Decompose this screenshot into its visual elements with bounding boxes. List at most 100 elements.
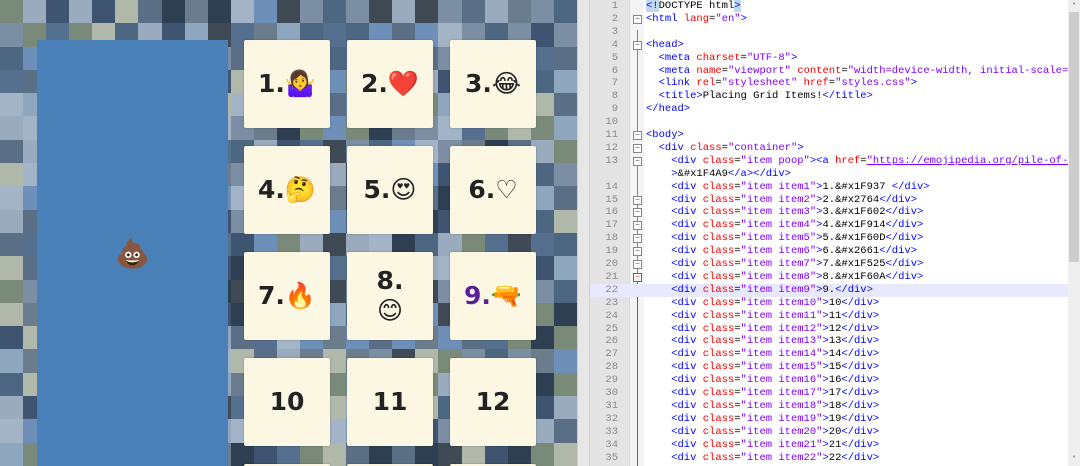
line-number: 8 [611, 90, 618, 103]
mosaic-tile [300, 232, 324, 257]
code-line[interactable]: 19 − <div class="item item6">6.&#x2661</d… [590, 245, 1068, 258]
grid-item-12: 12 [450, 358, 536, 446]
code-line[interactable]: 22 <div class="item item9">9.</div> [590, 283, 1068, 297]
mosaic-tile [553, 163, 577, 187]
vertical-scrollbar[interactable]: ˄ ˅ [1068, 0, 1080, 466]
code-token: class [702, 322, 735, 335]
code-token: <div [646, 245, 703, 258]
code-token: </div> [885, 219, 924, 232]
code-line[interactable]: 16 − <div class="item item3">3.&#x1F602</… [590, 206, 1068, 219]
grid-item-9: 9.🔫 [450, 252, 536, 340]
code-line[interactable]: 30 <div class="item item17">17</div> [590, 387, 1068, 400]
code-line[interactable]: 33 <div class="item item20">20</div> [590, 426, 1068, 439]
code-line[interactable]: 12 − <div class="container"> [590, 142, 1068, 155]
code-token: = [721, 64, 728, 77]
code-token: </div> [885, 258, 924, 270]
mosaic-tile [461, 442, 485, 466]
mosaic-tile [115, 0, 139, 24]
code-line[interactable]: 5 <meta charset="UTF-8"> [590, 52, 1068, 65]
pane-splitter[interactable] [577, 0, 590, 466]
code-token: class [702, 361, 735, 374]
mosaic-tile [253, 232, 277, 257]
code-line[interactable]: 32 <div class="item item19">19</div> [590, 413, 1068, 426]
line-number: 30 [605, 387, 618, 399]
code-line[interactable]: 14 <div class="item item1">1.&#x1F937 </… [590, 181, 1068, 194]
code-token: </div> [841, 451, 880, 464]
code-line[interactable]: 10 [590, 116, 1068, 129]
code-line[interactable]: 25 <div class="item item12">12</div> [590, 323, 1068, 336]
code-line[interactable]: 8 <title>Placing Grid Items!</title> [590, 90, 1068, 103]
code-text: <div class="item item13">13</div> [646, 335, 879, 348]
code-token: <div [646, 258, 703, 270]
code-token: > [816, 232, 823, 245]
code-token: </a></div> [727, 167, 791, 180]
code-line[interactable]: 4 − <head> [590, 39, 1068, 52]
scroll-up-icon[interactable]: ˄ [1072, 2, 1076, 11]
code-text: <link rel="stylesheet" href="styles.css"… [646, 77, 917, 90]
line-number: 24 [605, 309, 618, 322]
code-line[interactable]: 15 − <div class="item item2">2.&#x2764</d… [590, 194, 1068, 207]
grid-item-4: 4.🤔 [244, 146, 330, 234]
code-line[interactable]: 9 </head> [590, 103, 1068, 116]
code-token: > [822, 374, 829, 387]
code-text: <div class="item item18">18</div> [646, 400, 879, 413]
mosaic-tile [530, 93, 554, 117]
grid-item-14 [347, 464, 433, 466]
code-line[interactable]: 20 − <div class="item item7">7.&#x1F525</… [590, 258, 1068, 271]
line-number: 23 [605, 296, 618, 309]
fold-toggle-icon[interactable]: − [633, 156, 642, 166]
fold-toggle-icon[interactable]: − [633, 247, 642, 257]
code-line[interactable]: 11 − <body> [590, 129, 1068, 142]
code-line[interactable]: 26 <div class="item item13">13</div> [590, 335, 1068, 348]
mosaic-tile [0, 396, 24, 420]
code-line[interactable]: 27 <div class="item item14">14</div> [590, 348, 1068, 361]
code-token: <div [646, 296, 703, 309]
code-line[interactable]: 18 − <div class="item item5">5.&#x1F60D</… [590, 232, 1068, 245]
mosaic-tile [392, 442, 416, 466]
code-line[interactable]: 3 [590, 26, 1068, 39]
fold-toggle-icon[interactable]: − [633, 234, 642, 244]
code-token: 21 [828, 438, 842, 451]
code-line[interactable]: 24 <div class="item item11">11</div> [590, 310, 1068, 323]
code-token: class [702, 296, 735, 309]
code-line[interactable]: 13− <div class="item poop"><a href="http… [590, 155, 1080, 168]
code-token: "item item15" [740, 361, 823, 374]
code-token: = [828, 77, 836, 90]
code-editor[interactable]: 1 <!DOCTYPE html> 2− <html lang="en"> 3 4− <he… [590, 0, 1080, 466]
code-line[interactable]: 35 <div class="item item22">22</div> [590, 452, 1068, 465]
code-token: > [822, 399, 829, 412]
code-line[interactable]: 6 <meta name="viewport" content="width=d… [590, 64, 1080, 78]
fold-toggle-icon[interactable]: − [633, 260, 642, 269]
fold-toggle-icon[interactable]: − [633, 14, 642, 24]
code-text: <html lang="en"> [646, 13, 747, 26]
code-token: = [734, 232, 741, 245]
code-token: class [702, 438, 735, 451]
poop-link[interactable]: 💩 [37, 40, 228, 466]
code-line[interactable]: 7 <link rel="stylesheet" href="styles.cs… [590, 77, 1068, 90]
code-line[interactable]: 17 − <div class="item item4">4.&#x1F914</… [590, 219, 1068, 232]
fold-toggle-icon[interactable]: − [633, 208, 642, 218]
code-token: <div [646, 141, 691, 154]
code-token: <div [646, 232, 703, 245]
fold-toggle-icon[interactable]: − [633, 195, 642, 205]
code-line[interactable]: 2 − <html lang="en"> [590, 13, 1068, 26]
code-token: > [816, 206, 823, 219]
scroll-down-icon[interactable]: ˅ [1072, 455, 1076, 464]
code-line[interactable]: 31 <div class="item item18">18</div> [590, 400, 1068, 413]
code-line[interactable]: 29 <div class="item item16">16</div> [590, 374, 1068, 387]
code-line[interactable]: 23 <div class="item item10">10</div> [590, 297, 1068, 310]
code-line[interactable]: 28 <div class="item item15">15</div> [590, 361, 1068, 374]
fold-toggle-icon[interactable]: − [633, 143, 642, 153]
fold-toggle-icon[interactable]: − [633, 221, 642, 231]
fold-toggle-icon[interactable]: − [633, 272, 642, 282]
fold-toggle-icon[interactable]: − [633, 40, 642, 50]
mosaic-tile [530, 46, 554, 70]
code-line[interactable]: >&#x1F4A9</a></div> [590, 168, 1068, 181]
mosaic-tile [0, 0, 24, 24]
code-line[interactable]: 21 − <div class="item item8">8.&#x1F60A</… [590, 271, 1068, 284]
scrollbar-thumb[interactable] [1069, 12, 1079, 262]
code-token: = [734, 219, 741, 232]
fold-toggle-icon[interactable]: − [633, 131, 642, 140]
code-line[interactable]: 34 <div class="item item21">21</div> [590, 439, 1068, 452]
code-line[interactable]: 1 <!DOCTYPE html> [590, 0, 1068, 13]
